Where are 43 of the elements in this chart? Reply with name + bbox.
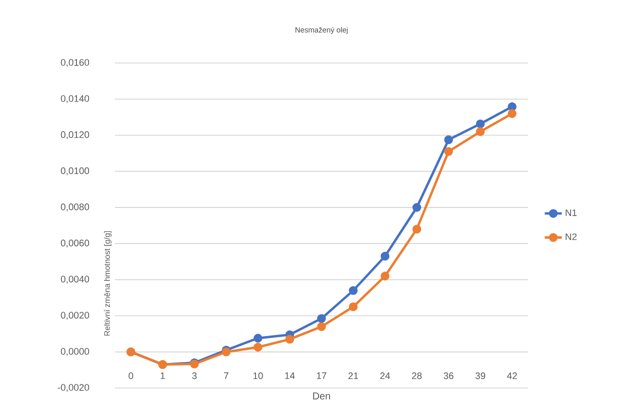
point (254, 342, 262, 352)
y-tick-label: -0,0020 (58, 384, 90, 392)
x-tick-label: 3 (192, 372, 197, 380)
point (444, 135, 453, 144)
point (444, 147, 453, 156)
point (508, 109, 516, 118)
x-tick-label: 10 (253, 372, 263, 380)
legend-label: N2 (566, 233, 577, 240)
point (476, 119, 485, 128)
y-tick-label: 0,0160 (60, 59, 90, 67)
point (348, 302, 358, 312)
x-axis-title: Den (313, 392, 330, 400)
y-tick-label: 0,0000 (60, 348, 90, 356)
legend-label: N1 (566, 209, 577, 216)
x-tick-label: 0 (128, 372, 134, 380)
x-tick-label: 21 (348, 372, 358, 380)
y-tick-label: 0,0140 (60, 95, 90, 104)
x-tick-label: 28 (412, 372, 422, 380)
y-tick-label: 0,0040 (60, 276, 90, 284)
y-tick-label: 0,0060 (60, 240, 90, 248)
point (412, 203, 422, 212)
x-tick-label: 39 (475, 372, 486, 380)
x-tick-label: 42 (507, 372, 517, 380)
point (508, 102, 516, 112)
x-tick-label: 7 (224, 372, 228, 379)
point (380, 252, 390, 261)
point (254, 334, 262, 343)
x-tick-label: 36 (444, 372, 454, 380)
x-tick-label: 24 (380, 372, 390, 380)
y-tick-label: 0,0020 (60, 312, 90, 320)
point (412, 224, 422, 234)
x-tick-label: 1 (160, 372, 165, 379)
x-tick-label: 17 (316, 372, 326, 379)
y-tick-label: 0,0080 (60, 204, 90, 212)
point (317, 322, 326, 331)
point (476, 127, 485, 136)
point (317, 314, 326, 323)
y-tick-label: 0,0120 (60, 131, 90, 140)
x-tick-label: 14 (285, 372, 295, 379)
y-tick-label: 0,0100 (60, 167, 90, 176)
point (380, 272, 390, 280)
point (348, 286, 358, 295)
point (285, 334, 294, 344)
